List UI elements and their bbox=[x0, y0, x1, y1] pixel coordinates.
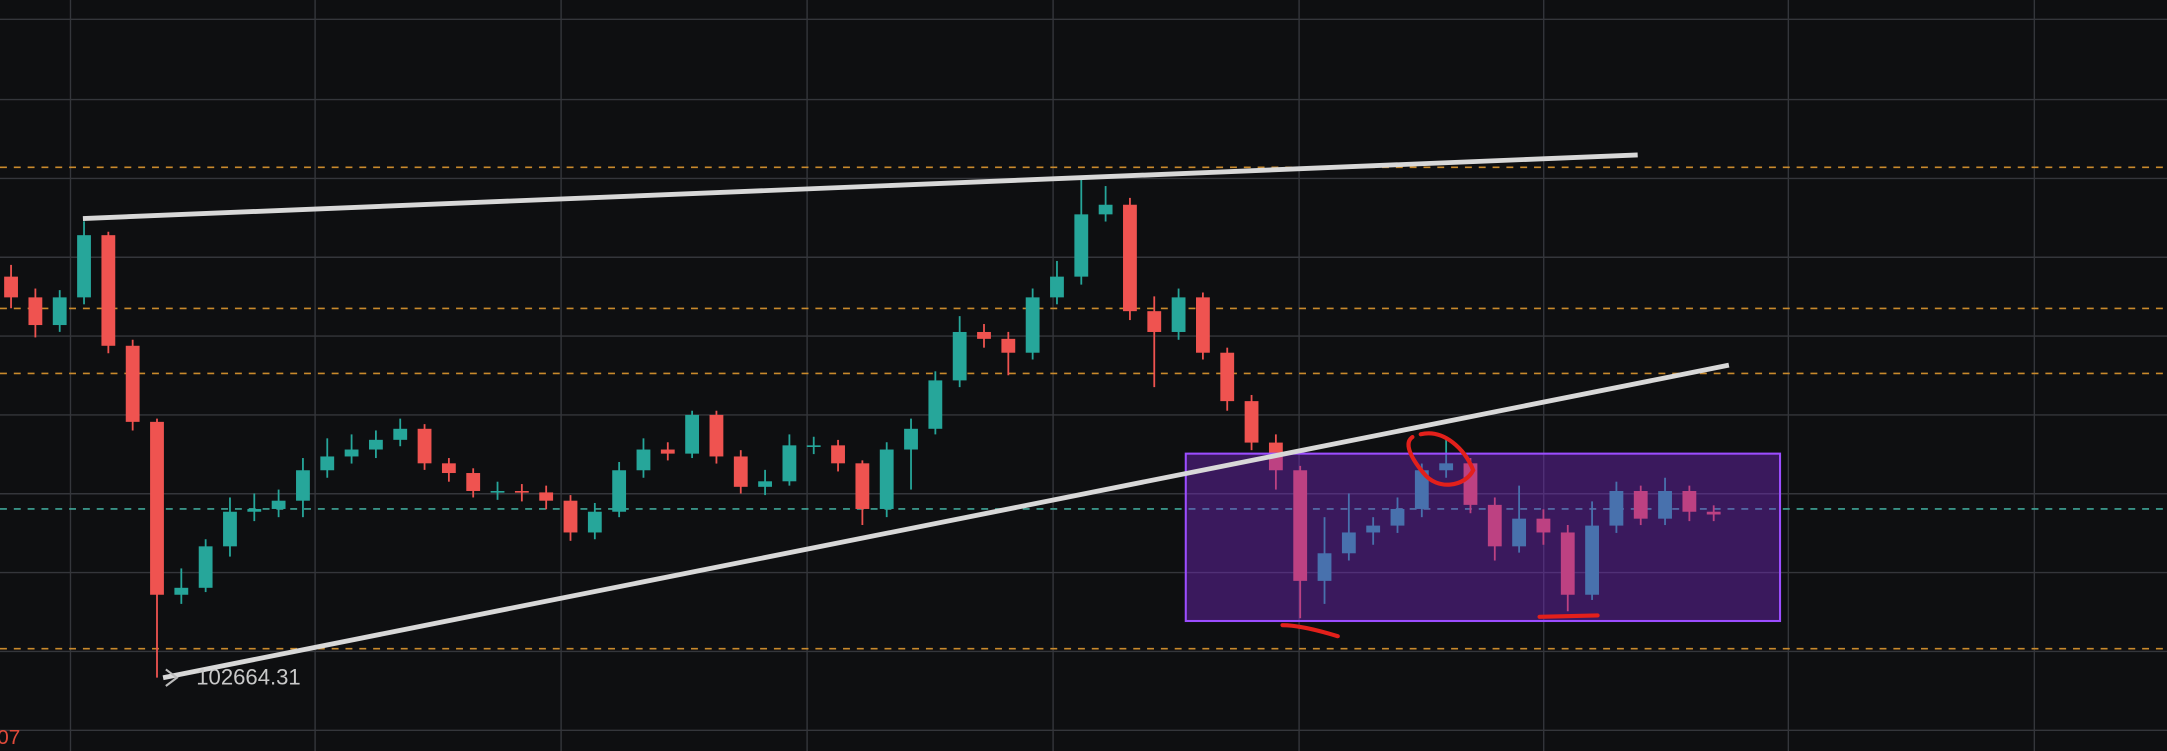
candle-body bbox=[296, 470, 310, 501]
candle-body bbox=[223, 511, 237, 547]
low-marker bbox=[165, 668, 179, 687]
candle-body bbox=[587, 511, 602, 533]
candle-body bbox=[733, 456, 748, 487]
candle-body bbox=[1171, 297, 1186, 332]
candle-body bbox=[855, 463, 870, 509]
candle-body bbox=[1633, 490, 1648, 519]
candle-body bbox=[1414, 470, 1429, 509]
candle-body bbox=[417, 428, 432, 464]
candle-body bbox=[1487, 504, 1502, 547]
candle-body bbox=[782, 445, 797, 482]
underline-mark bbox=[1537, 613, 1600, 619]
candle-body bbox=[660, 449, 675, 454]
candle-body bbox=[685, 414, 700, 454]
hand-drawing bbox=[1280, 431, 1600, 639]
candle-body bbox=[320, 456, 335, 471]
candle-body bbox=[1025, 297, 1040, 353]
candle-body bbox=[77, 235, 91, 298]
candle-body bbox=[125, 345, 140, 422]
candle-body bbox=[563, 500, 578, 533]
candle-body bbox=[977, 331, 991, 339]
candle-body bbox=[1682, 490, 1697, 512]
candle-body bbox=[1609, 490, 1624, 526]
candle-body bbox=[1463, 463, 1478, 505]
candle-body bbox=[344, 449, 359, 457]
candle-body bbox=[198, 546, 213, 588]
candle-body bbox=[1074, 214, 1089, 277]
trend-line bbox=[82, 152, 1638, 221]
candle-body bbox=[490, 490, 505, 493]
low-price-label: 102664.31 bbox=[196, 665, 300, 690]
candle-body bbox=[368, 439, 383, 450]
circle-mark bbox=[1406, 431, 1476, 487]
candle-body bbox=[28, 297, 43, 326]
candle-body bbox=[1050, 276, 1064, 298]
candle-body bbox=[806, 445, 821, 448]
candle-body bbox=[1220, 352, 1235, 402]
underline-mark bbox=[1280, 623, 1340, 639]
candle-body bbox=[52, 297, 67, 326]
candle-body bbox=[904, 428, 918, 450]
candle-body bbox=[1439, 463, 1454, 471]
candle-body bbox=[271, 500, 286, 509]
candle-body bbox=[879, 449, 894, 509]
candle-body bbox=[1123, 204, 1137, 312]
candle-body bbox=[441, 463, 456, 474]
candle-body bbox=[758, 481, 772, 487]
level-lines bbox=[0, 166, 2167, 650]
candle-body bbox=[539, 492, 554, 501]
candle-body bbox=[1512, 518, 1527, 547]
candle-body bbox=[1147, 311, 1162, 332]
candle-body bbox=[1366, 525, 1381, 533]
candle-body bbox=[709, 414, 724, 457]
candle-body bbox=[1585, 525, 1599, 595]
range-box bbox=[1184, 452, 1782, 623]
corner-label: 07 bbox=[0, 726, 20, 749]
candle-body bbox=[1098, 204, 1113, 215]
candle-body bbox=[1658, 490, 1672, 519]
candle-body bbox=[150, 421, 164, 595]
candle-body bbox=[1317, 553, 1332, 581]
candle-body bbox=[928, 380, 943, 429]
candle-body bbox=[1390, 508, 1405, 526]
candle-body bbox=[1536, 518, 1551, 533]
candle-body bbox=[1341, 532, 1356, 554]
candle-body bbox=[514, 490, 529, 493]
candles bbox=[4, 179, 1721, 678]
candle-body bbox=[612, 470, 627, 512]
candle-body bbox=[466, 473, 481, 491]
candle-body bbox=[174, 587, 189, 595]
candle-body bbox=[1293, 470, 1308, 581]
candle-body bbox=[1560, 532, 1575, 595]
candle-body bbox=[1244, 401, 1259, 443]
candle-body bbox=[1001, 338, 1016, 353]
candle-body bbox=[636, 449, 651, 471]
candle-body bbox=[393, 428, 408, 440]
candle-body bbox=[101, 235, 116, 346]
candle-body bbox=[952, 331, 967, 381]
candle-body bbox=[1195, 297, 1210, 353]
candle-body bbox=[1706, 511, 1721, 515]
candle-body bbox=[831, 445, 845, 464]
candle-body bbox=[247, 508, 262, 512]
candle-body bbox=[4, 276, 18, 298]
trend-line bbox=[162, 362, 1730, 681]
